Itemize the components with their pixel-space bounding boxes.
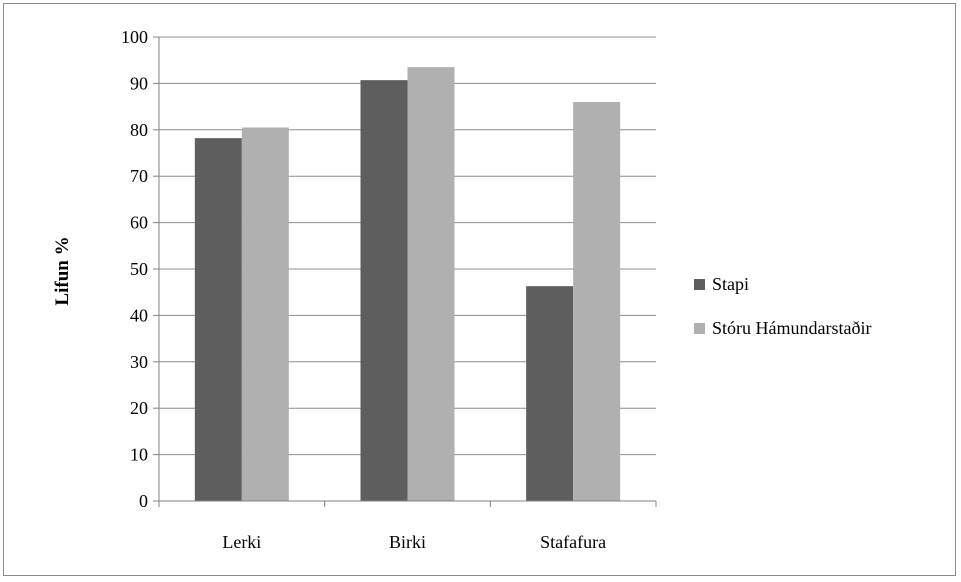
y-tick-label: 70 bbox=[130, 166, 148, 186]
y-tick-label: 30 bbox=[130, 352, 148, 372]
bar-chart: 0 10 20 30 40 50 60 70 80 90 100 Lerki Birki Stafafu… bbox=[52, 27, 871, 552]
y-tick-label: 40 bbox=[130, 305, 148, 325]
x-tick-labels: Lerki Birki Stafafura bbox=[222, 532, 606, 552]
chart-frame: 0 10 20 30 40 50 60 70 80 90 100 Lerki Birki Stafafu… bbox=[3, 3, 956, 576]
x-tick-label: Stafafura bbox=[540, 532, 606, 552]
y-tick-labels: 0 10 20 30 40 50 60 70 80 90 100 bbox=[121, 27, 148, 511]
y-tick-label: 60 bbox=[130, 213, 148, 233]
legend-swatch bbox=[694, 323, 705, 334]
bar-st-ru-h-mundarsta-ir-lerki bbox=[241, 127, 289, 501]
legend-label: Stóru Hámundarstaðir bbox=[712, 318, 871, 338]
bar-st-ru-h-mundarsta-ir-birki bbox=[407, 67, 455, 501]
y-tick-label: 20 bbox=[130, 398, 148, 418]
axes bbox=[153, 36, 657, 507]
y-axis-label: Lifun % bbox=[52, 236, 73, 305]
x-tick-label: Birki bbox=[389, 532, 426, 552]
y-tick-label: 100 bbox=[121, 27, 148, 47]
x-tick-label: Lerki bbox=[222, 532, 261, 552]
legend-label: Stapi bbox=[712, 274, 749, 294]
bar-stapi-birki bbox=[360, 80, 408, 501]
bar-st-ru-h-mundarsta-ir-stafafura bbox=[573, 101, 621, 502]
bars bbox=[194, 67, 621, 502]
y-tick-label: 50 bbox=[130, 259, 148, 279]
y-tick-label: 90 bbox=[130, 73, 148, 93]
legend-swatch bbox=[694, 279, 705, 290]
legend: Stapi Stóru Hámundarstaðir bbox=[694, 274, 871, 338]
y-tick-label: 80 bbox=[130, 120, 148, 140]
y-tick-label: 10 bbox=[130, 445, 148, 465]
bar-stapi-stafafura bbox=[526, 286, 574, 501]
bar-stapi-lerki bbox=[194, 138, 242, 502]
y-tick-label: 0 bbox=[139, 491, 148, 511]
